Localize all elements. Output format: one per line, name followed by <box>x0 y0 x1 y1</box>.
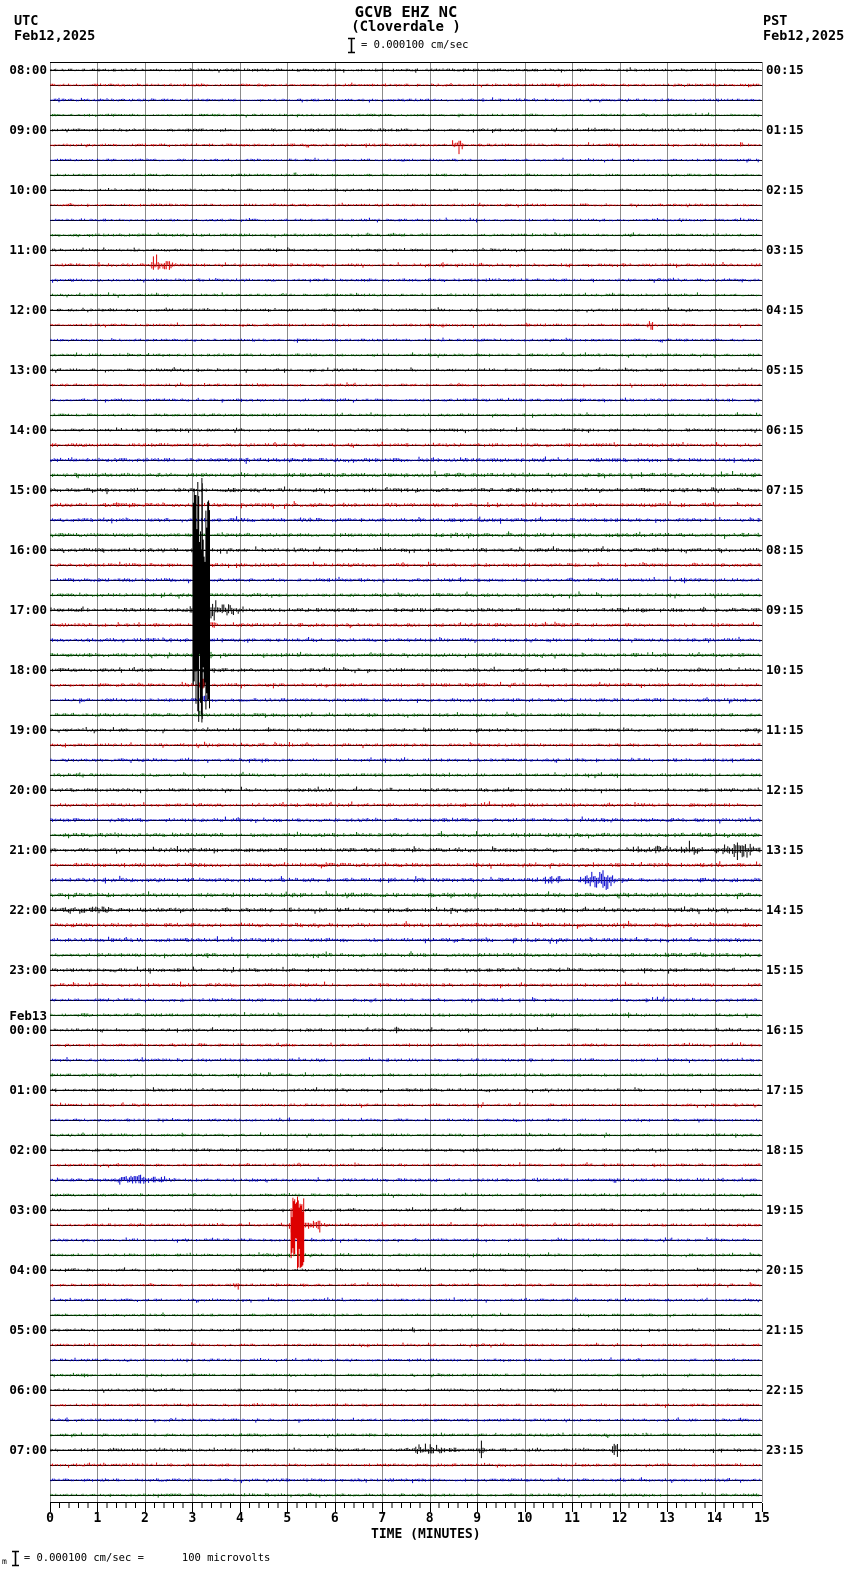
date-break-label: Feb13 <box>9 1008 47 1023</box>
pst-hour-label: 10:15 <box>766 662 804 677</box>
axis-tick-label: 15 <box>754 1511 770 1526</box>
pst-hour-label: 19:15 <box>766 1202 804 1217</box>
utc-hour-label: 16:00 <box>9 542 47 557</box>
pst-hour-label: 15:15 <box>766 962 804 977</box>
axis-title: TIME (MINUTES) <box>371 1527 481 1542</box>
utc-hour-label: 11:00 <box>9 242 47 257</box>
axis-tick-label: 1 <box>93 1511 102 1526</box>
axis-tick-label: 4 <box>235 1511 244 1526</box>
utc-hour-label: 22:00 <box>9 902 47 917</box>
pst-hour-label: 04:15 <box>766 302 804 317</box>
axis-tick-label: 2 <box>141 1511 149 1526</box>
utc-hour-label: 15:00 <box>9 482 47 497</box>
utc-hour-label: 10:00 <box>9 182 47 197</box>
pst-hour-label: 02:15 <box>766 182 804 197</box>
axis-tick-label: 5 <box>283 1511 292 1526</box>
pst-hour-label: 01:15 <box>766 122 804 137</box>
utc-hour-label: 21:00 <box>9 842 47 857</box>
pst-hour-label: 23:15 <box>766 1442 804 1457</box>
axis-tick-label: 13 <box>659 1511 675 1526</box>
utc-hour-label: 12:00 <box>9 302 47 317</box>
utc-hour-label: 01:00 <box>9 1082 47 1097</box>
footer-note: = 0.000100 cm/sec = 100 microvolts <box>23 1552 271 1564</box>
utc-hour-label: 09:00 <box>9 122 47 137</box>
utc-hour-label: 17:00 <box>9 602 47 617</box>
amplitude-scale: = 0.000100 cm/sec <box>347 36 468 54</box>
pst-block: PST Feb12,2025 <box>763 14 844 44</box>
axis-tick-label: 8 <box>425 1511 434 1526</box>
axis-tick-label: 9 <box>473 1511 482 1526</box>
utc-hour-label: 19:00 <box>9 722 47 737</box>
pst-hour-label: 11:15 <box>766 722 804 737</box>
utc-hour-label: 02:00 <box>9 1142 47 1157</box>
utc-date: Feb12,2025 <box>14 28 96 44</box>
pst-hour-label: 20:15 <box>766 1262 804 1277</box>
utc-label: UTC <box>14 13 39 29</box>
pst-hour-label: 00:15 <box>766 62 804 77</box>
utc-hour-label: 13:00 <box>9 362 47 377</box>
utc-hour-label: 23:00 <box>9 962 47 977</box>
pst-hour-label: 07:15 <box>766 482 804 497</box>
utc-hour-label: 05:00 <box>9 1322 47 1337</box>
axis-tick-label: 6 <box>330 1511 339 1526</box>
scale-label: = 0.000100 cm/sec <box>361 39 469 51</box>
axis-tick-label: 14 <box>706 1511 723 1526</box>
pst-hour-label: 05:15 <box>766 362 804 377</box>
scale-bar-icon <box>348 37 355 53</box>
pst-date: Feb12,2025 <box>763 28 845 44</box>
utc-hour-label: 06:00 <box>9 1382 47 1397</box>
utc-hour-label: 00:00 <box>9 1022 47 1037</box>
utc-hour-label: 20:00 <box>9 782 47 797</box>
footer-scale-note: m = 0.000100 cm/sec = 100 microvolts <box>2 1549 270 1567</box>
utc-hour-label: 03:00 <box>9 1202 47 1217</box>
pst-label: PST <box>763 13 788 29</box>
station-subtitle: (Cloverdale ) <box>351 19 461 35</box>
pst-hour-label: 13:15 <box>766 842 804 857</box>
axis-tick-label: 0 <box>46 1511 54 1526</box>
utc-hour-label: 07:00 <box>9 1442 47 1457</box>
scale-bar-icon <box>11 1550 19 1566</box>
pst-hour-label: 17:15 <box>766 1082 804 1097</box>
utc-hour-label: 08:00 <box>9 62 47 77</box>
footer-tiny-mark: m <box>2 1556 7 1566</box>
pst-hour-label: 22:15 <box>766 1382 804 1397</box>
axis-tick-label: 3 <box>188 1511 197 1526</box>
pst-hour-label: 03:15 <box>766 242 804 257</box>
pst-hour-label: 18:15 <box>766 1142 804 1157</box>
pst-hour-label: 21:15 <box>766 1322 804 1337</box>
pst-hour-label: 09:15 <box>766 602 804 617</box>
station-title: GCVB EHZ NC <box>354 3 458 21</box>
pst-hour-label: 08:15 <box>766 542 804 557</box>
axis-tick-label: 12 <box>611 1511 628 1526</box>
pst-hour-label: 14:15 <box>766 902 804 917</box>
utc-block: UTC Feb12,2025 <box>14 14 95 44</box>
utc-hour-label: 18:00 <box>9 662 47 677</box>
axis-tick-label: 10 <box>516 1511 533 1526</box>
utc-hour-label: 14:00 <box>9 422 47 437</box>
axis-tick-label: 7 <box>378 1511 387 1526</box>
axis-tick-label: 11 <box>564 1511 580 1526</box>
pst-hour-label: 12:15 <box>766 782 804 797</box>
utc-hour-label: 04:00 <box>9 1262 47 1277</box>
pst-hour-label: 16:15 <box>766 1022 804 1037</box>
pst-hour-label: 06:15 <box>766 422 804 437</box>
